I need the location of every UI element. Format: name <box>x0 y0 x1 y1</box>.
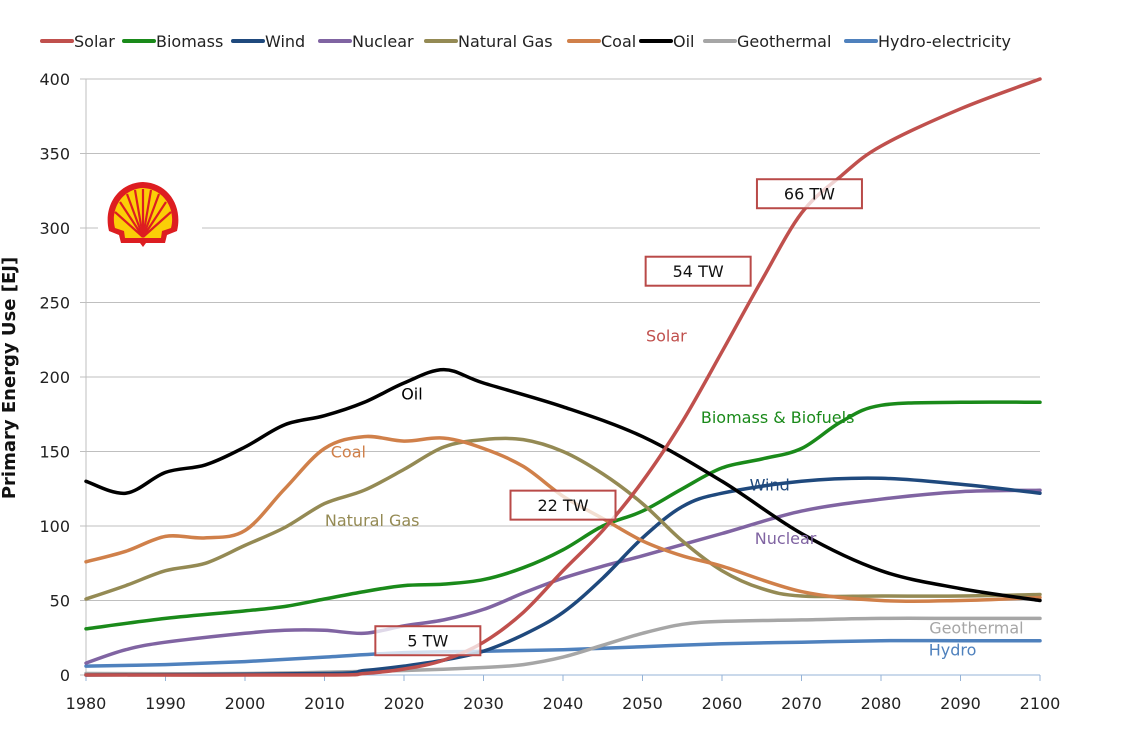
callout-box <box>509 489 617 521</box>
legend-label: Solar <box>74 32 115 51</box>
x-tick-label: 1990 <box>145 694 186 713</box>
series-line-geothermal <box>84 616 1042 676</box>
series-line-oil <box>84 367 1042 603</box>
callout-box <box>374 625 482 657</box>
shell-logo-icon <box>107 182 179 247</box>
y-axis-label: Primary Energy Use [EJ] <box>0 257 20 499</box>
y-tick-label: 150 <box>39 443 70 462</box>
gridlines <box>86 78 1040 601</box>
series-line-biomass <box>84 400 1042 631</box>
callout-box <box>644 255 752 287</box>
callout-label: 54 TW <box>673 262 724 281</box>
y-tick-label: 350 <box>39 145 70 164</box>
series-line-hydro-electricity <box>84 638 1042 668</box>
x-tick-label: 1980 <box>66 694 107 713</box>
annotations: Solar Oil Coal Natural Gas Biomass & Biofuel… <box>325 326 1024 659</box>
x-tick-label: 2020 <box>384 694 425 713</box>
callout-label: 5 TW <box>407 632 448 651</box>
annotation-label: Coal <box>331 443 366 462</box>
annotation-label: Nuclear <box>755 529 817 548</box>
callout-label: 66 TW <box>784 185 835 204</box>
x-tick-label: 2070 <box>781 694 822 713</box>
annotation-label: Wind <box>750 475 790 494</box>
boxed-labels: 5 TW 22 TW 54 TW 66 TW <box>374 178 863 657</box>
legend-label: Wind <box>265 32 305 51</box>
callout-box <box>755 178 863 210</box>
y-tick-label: 400 <box>39 70 70 89</box>
annotation-label: Oil <box>401 384 422 403</box>
series-line-natural-gas <box>84 436 1042 601</box>
legend-label: Nuclear <box>352 32 414 51</box>
series-line-nuclear <box>84 488 1042 665</box>
x-tick-label: 2040 <box>543 694 584 713</box>
series-line-solar <box>84 77 1042 677</box>
x-tick-label: 2060 <box>702 694 743 713</box>
x-tick-label: 2030 <box>463 694 504 713</box>
legend-label: Hydro-electricity <box>878 32 1011 51</box>
x-tick-label: 2010 <box>304 694 345 713</box>
y-tick-label: 50 <box>50 592 70 611</box>
legend-label: Natural Gas <box>458 32 553 51</box>
x-tick-label: 2090 <box>940 694 981 713</box>
annotation-label: Natural Gas <box>325 511 420 530</box>
x-tick-label: 2100 <box>1020 694 1061 713</box>
axes: 0 50 100 150 200 250 300 350 400 1980 1990 2000 2010… <box>39 70 1060 713</box>
legend-label: Coal <box>601 32 636 51</box>
annotation-label: Solar <box>646 326 687 345</box>
annotation-label: Geothermal <box>929 618 1023 637</box>
legend-label: Biomass <box>156 32 223 51</box>
series-line-coal <box>84 434 1042 604</box>
y-tick-label: 300 <box>39 219 70 238</box>
y-tick-label: 200 <box>39 368 70 387</box>
annotation-label: Biomass & Biofuels <box>701 408 855 427</box>
x-tick-label: 2000 <box>225 694 266 713</box>
callout-label: 22 TW <box>537 496 588 515</box>
legend-label: Geothermal <box>737 32 831 51</box>
x-tick-label: 2050 <box>622 694 663 713</box>
series-lines <box>84 77 1042 677</box>
x-tick-label: 2080 <box>861 694 902 713</box>
annotation-label: Hydro <box>929 641 977 660</box>
y-tick-label: 100 <box>39 517 70 536</box>
legend: Solar Biomass Wind Nuclear Natural Gas Coal Oi… <box>40 32 1011 51</box>
y-tick-label: 250 <box>39 294 70 313</box>
legend-label: Oil <box>673 32 694 51</box>
y-tick-label: 0 <box>60 666 70 685</box>
series-line-wind <box>84 476 1042 677</box>
